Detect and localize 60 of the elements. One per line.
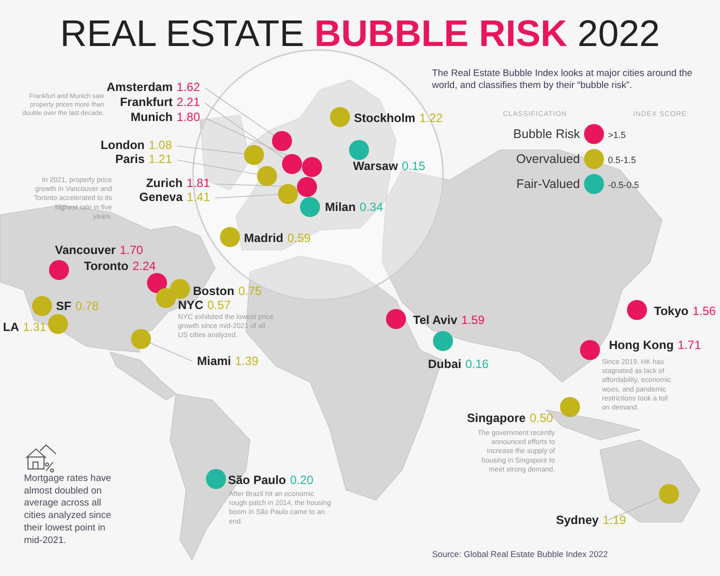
- data-label: 1.56: [692, 304, 716, 318]
- data-label: 1.22: [419, 111, 444, 125]
- category-label: SF: [56, 299, 72, 313]
- text: Mortgage rates have almost doubled on average across all cities analyzed since their lowest point in mid-2021.: [24, 473, 112, 546]
- data-label: 1.08: [148, 138, 172, 152]
- legend-label: Bubble Risk: [513, 127, 581, 141]
- category-label: Dubai: [428, 357, 462, 371]
- category-label: Sydney: [556, 513, 600, 527]
- data-label: 0.50: [530, 411, 554, 425]
- data-label: 0.16: [465, 357, 490, 371]
- category-label: Warsaw: [353, 159, 399, 173]
- category-label: Tokyo: [654, 304, 688, 318]
- category-label: Geneva: [139, 190, 183, 204]
- category-label: Frankfurt: [120, 95, 173, 109]
- data-label: 0.75: [238, 284, 262, 298]
- category-label: Miami: [197, 354, 232, 368]
- data-label: 1.31: [23, 320, 47, 334]
- category-label: Boston: [193, 284, 234, 298]
- data-label: 1.80: [176, 110, 200, 124]
- category-label: Zurich: [146, 176, 183, 190]
- data-label: 1.39: [235, 354, 259, 368]
- category-label: Singapore: [467, 411, 526, 425]
- category-label: Madrid: [244, 231, 284, 245]
- category-label: NYC: [178, 298, 204, 312]
- category-label: Amsterdam: [106, 80, 173, 94]
- category-label: São Paulo: [228, 473, 286, 487]
- category-label: London: [100, 138, 145, 152]
- data-label: 1.70: [120, 243, 144, 257]
- legend-label: Fair-Valued: [516, 177, 580, 191]
- data-label: 0.59: [287, 231, 312, 245]
- text: The Real Estate Bubble Index looks at major cities around the world, and classifies them by their “bubble risk”.: [431, 68, 692, 91]
- source-note: Source: Global Real Estate Bubble Index 2022: [432, 549, 608, 559]
- data-label: 1.81: [186, 176, 210, 190]
- data-label: 1.59: [461, 313, 485, 327]
- category-label: Milan: [325, 200, 356, 214]
- data-label: 1.21: [148, 152, 172, 166]
- data-label: 0.15: [402, 159, 426, 173]
- category-label: Tel Aviv: [413, 313, 458, 327]
- category-label: Munich: [130, 110, 173, 124]
- data-label: 2.21: [176, 95, 200, 109]
- category-label: Stockholm: [354, 111, 416, 125]
- data-label: 1.62: [176, 80, 200, 94]
- data-label: 0.34: [360, 200, 384, 214]
- category-label: LA: [3, 320, 20, 334]
- data-label: 1.71: [678, 338, 702, 352]
- category-label: Hong Kong: [609, 338, 674, 352]
- data-label: 2.24: [132, 259, 156, 273]
- text: >1.5: [608, 130, 626, 140]
- data-label: 0.20: [290, 473, 314, 487]
- data-label: 0.78: [75, 299, 100, 313]
- data-label: 1.41: [186, 190, 210, 204]
- text: REAL ESTATE BUBBLE RISK 2022: [60, 13, 660, 54]
- legend-label: Overvalued: [516, 152, 580, 166]
- category-label: Paris: [115, 152, 145, 166]
- text: 0.5-1.5: [608, 155, 636, 165]
- text: -0.5-0.5: [608, 180, 640, 190]
- category-label: Toronto: [84, 259, 128, 273]
- category-label: Vancouver: [55, 243, 116, 257]
- data-label: 0.57: [207, 298, 232, 312]
- data-label: 1.19: [602, 513, 626, 527]
